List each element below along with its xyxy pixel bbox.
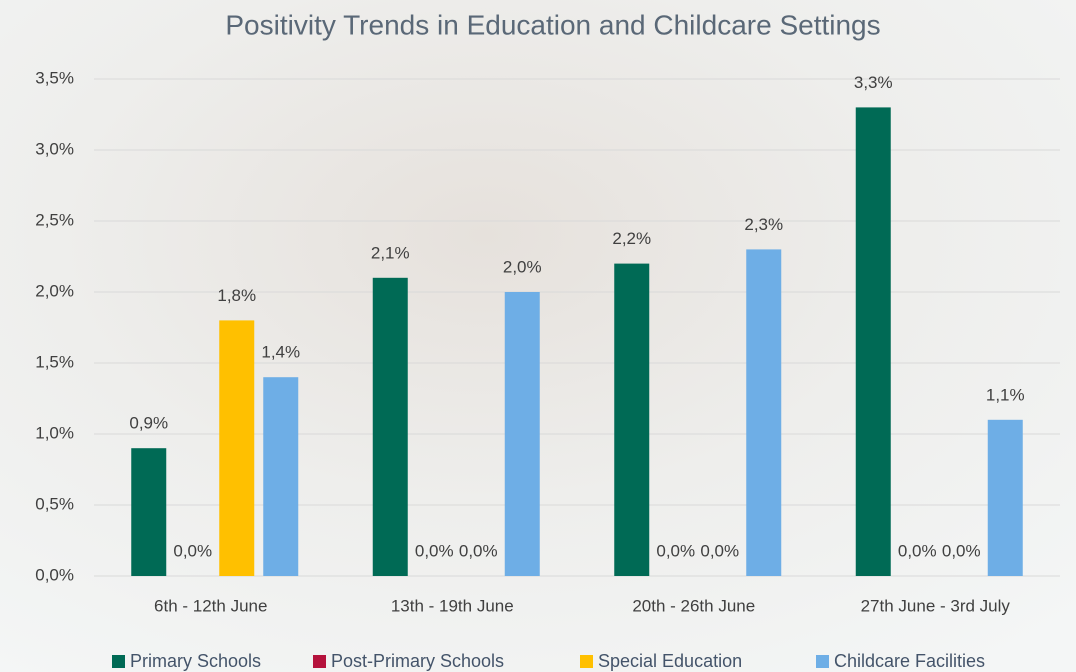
bar bbox=[505, 292, 540, 576]
value-label: 1,1% bbox=[986, 385, 1025, 404]
bar bbox=[219, 320, 254, 576]
bar bbox=[856, 107, 891, 576]
bar bbox=[373, 278, 408, 576]
value-label: 1,8% bbox=[217, 286, 256, 305]
y-tick-label: 0,0% bbox=[35, 565, 74, 584]
value-label: 2,1% bbox=[371, 243, 410, 262]
y-tick-label: 3,0% bbox=[35, 139, 74, 158]
legend-label: Post-Primary Schools bbox=[331, 651, 504, 671]
value-label: 0,0% bbox=[942, 541, 981, 560]
chart-title: Positivity Trends in Education and Child… bbox=[225, 9, 880, 40]
legend-label: Primary Schools bbox=[130, 651, 261, 671]
legend-swatch bbox=[580, 655, 593, 668]
x-tick-label: 27th June - 3rd July bbox=[861, 596, 1011, 615]
value-label: 2,2% bbox=[612, 229, 651, 248]
chart: Positivity Trends in Education and Child… bbox=[0, 0, 1076, 672]
legend-swatch bbox=[816, 655, 829, 668]
value-label: 0,0% bbox=[898, 541, 937, 560]
x-tick-label: 13th - 19th June bbox=[391, 596, 514, 615]
bar bbox=[746, 249, 781, 576]
legend-swatch bbox=[112, 655, 125, 668]
value-label: 3,3% bbox=[854, 73, 893, 92]
bar bbox=[988, 420, 1023, 576]
y-tick-label: 0,5% bbox=[35, 494, 74, 513]
y-tick-label: 2,0% bbox=[35, 281, 74, 300]
legend-label: Childcare Facilities bbox=[834, 651, 985, 671]
value-label: 0,0% bbox=[700, 541, 739, 560]
x-tick-label: 6th - 12th June bbox=[154, 596, 267, 615]
x-tick-label: 20th - 26th June bbox=[632, 596, 755, 615]
bar bbox=[131, 448, 166, 576]
value-label: 2,3% bbox=[744, 215, 783, 234]
value-label: 0,0% bbox=[656, 541, 695, 560]
y-tick-label: 1,0% bbox=[35, 423, 74, 442]
value-label: 0,9% bbox=[129, 414, 168, 433]
bar bbox=[263, 377, 298, 576]
page: {"chart_data": {"type": "bar", "title": … bbox=[0, 0, 1076, 672]
y-tick-label: 3,5% bbox=[35, 68, 74, 87]
legend-swatch bbox=[313, 655, 326, 668]
value-label: 0,0% bbox=[459, 541, 498, 560]
value-label: 2,0% bbox=[503, 257, 542, 276]
value-label: 1,4% bbox=[261, 343, 300, 362]
legend-label: Special Education bbox=[598, 651, 742, 671]
value-label: 0,0% bbox=[173, 541, 212, 560]
value-label: 0,0% bbox=[415, 541, 454, 560]
y-tick-label: 2,5% bbox=[35, 210, 74, 229]
bar bbox=[614, 264, 649, 576]
y-tick-label: 1,5% bbox=[35, 352, 74, 371]
